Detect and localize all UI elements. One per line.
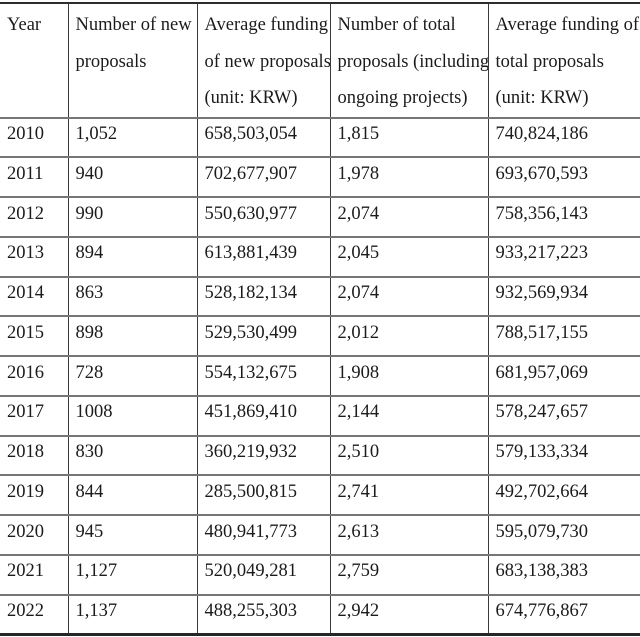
cell-avg-funding-total: 492,702,664 (487, 474, 640, 516)
header-line: of new proposals (204, 51, 330, 72)
cell-year: 2019 (0, 474, 69, 516)
column-header-avg-funding-total: Average funding of total proposals (unit… (487, 3, 640, 119)
column-header-avg-funding-new: Average funding of new proposals (unit: … (196, 3, 331, 119)
cell-total-proposals: 2,074 (329, 275, 489, 318)
cell-year: 2011 (0, 156, 69, 198)
cell-avg-funding-new: 480,941,773 (196, 514, 331, 556)
cell-total-proposals: 2,510 (329, 434, 489, 477)
cell-avg-funding-total: 788,517,155 (487, 315, 640, 357)
cell-year: 2015 (0, 315, 69, 357)
table-row: 2020 945 480,941,773 2,613 595,079,730 (0, 514, 640, 556)
cell-new-proposals: 1008 (67, 394, 198, 437)
cell-avg-funding-new: 360,219,932 (196, 434, 331, 477)
cell-avg-funding-total: 933,217,223 (487, 235, 640, 278)
cell-total-proposals: 2,613 (329, 514, 489, 556)
cell-total-proposals: 2,144 (329, 394, 489, 437)
header-line: ongoing projects) (337, 88, 468, 108)
cell-total-proposals: 2,074 (329, 196, 489, 238)
cell-new-proposals: 1,137 (67, 593, 198, 635)
header-line: (unit: KRW) (495, 88, 589, 108)
table-row: 2018 830 360,219,932 2,510 579,133,334 (0, 434, 640, 477)
cell-total-proposals: 1,908 (329, 355, 489, 397)
cell-avg-funding-new: 488,255,303 (196, 593, 331, 635)
table-row: 2015 898 529,530,499 2,012 788,517,155 (0, 315, 640, 357)
table-row: 2017 1008 451,869,410 2,144 578,247,657 (0, 394, 640, 437)
cell-avg-funding-new: 613,881,439 (196, 235, 331, 278)
cell-avg-funding-new: 658,503,054 (196, 116, 331, 159)
table-row: 2012 990 550,630,977 2,074 758,356,143 (0, 196, 640, 238)
cell-avg-funding-new: 550,630,977 (196, 196, 331, 238)
cell-year: 2014 (0, 275, 69, 318)
cell-new-proposals: 1,127 (67, 553, 198, 596)
cell-avg-funding-total: 681,957,069 (487, 355, 640, 397)
cell-year: 2022 (0, 593, 69, 635)
table-row: 2014 863 528,182,134 2,074 932,569,934 (0, 275, 640, 318)
cell-new-proposals: 863 (67, 275, 198, 318)
table-row: 2013 894 613,881,439 2,045 933,217,223 (0, 235, 640, 278)
header-line: Year (7, 15, 42, 35)
cell-year: 2018 (0, 434, 69, 477)
cell-avg-funding-total: 674,776,867 (487, 593, 640, 635)
header-line: Average funding of (495, 15, 640, 35)
cell-new-proposals: 990 (67, 196, 198, 238)
header-line: Average funding (204, 15, 328, 35)
cell-total-proposals: 2,942 (329, 593, 489, 635)
cell-new-proposals: 1,052 (67, 116, 198, 159)
header-line: total proposals (495, 51, 604, 72)
cell-total-proposals: 1,978 (329, 156, 489, 198)
cell-avg-funding-total: 758,356,143 (487, 196, 640, 238)
cell-avg-funding-new: 702,677,907 (196, 156, 331, 198)
cell-avg-funding-total: 579,133,334 (487, 434, 640, 477)
cell-year: 2013 (0, 235, 69, 278)
cell-total-proposals: 2,759 (329, 553, 489, 596)
column-header-total-proposals: Number of total proposals (including ong… (329, 3, 489, 119)
cell-new-proposals: 940 (67, 156, 198, 198)
cell-avg-funding-total: 683,138,383 (487, 553, 640, 596)
cell-avg-funding-new: 451,869,410 (196, 394, 331, 437)
cell-year: 2010 (0, 116, 69, 159)
cell-avg-funding-total: 595,079,730 (487, 514, 640, 556)
cell-year: 2021 (0, 553, 69, 596)
cell-avg-funding-new: 554,132,675 (196, 355, 331, 397)
cell-avg-funding-new: 529,530,499 (196, 315, 331, 357)
cell-year: 2017 (0, 394, 69, 437)
cell-year: 2012 (0, 196, 69, 238)
cell-avg-funding-total: 932,569,934 (487, 275, 640, 318)
header-line: (unit: KRW) (204, 88, 298, 108)
header-line: Number of total (337, 15, 456, 35)
cell-new-proposals: 844 (67, 474, 198, 516)
header-line: proposals (75, 51, 147, 72)
cell-avg-funding-total: 693,670,593 (487, 156, 640, 198)
cell-year: 2016 (0, 355, 69, 397)
cell-new-proposals: 945 (67, 514, 198, 556)
table-row: 2019 844 285,500,815 2,741 492,702,664 (0, 474, 640, 516)
header-line: proposals (including (337, 51, 488, 72)
cell-new-proposals: 898 (67, 315, 198, 357)
cell-total-proposals: 1,815 (329, 116, 489, 159)
table-row: 2010 1,052 658,503,054 1,815 740,824,186 (0, 116, 640, 159)
cell-avg-funding-total: 578,247,657 (487, 394, 640, 437)
cell-avg-funding-total: 740,824,186 (487, 116, 640, 159)
cell-total-proposals: 2,741 (329, 474, 489, 516)
header-line: Number of new (75, 15, 192, 35)
cell-year: 2020 (0, 514, 69, 556)
column-header-new-proposals: Number of new proposals (67, 3, 198, 119)
cell-new-proposals: 894 (67, 235, 198, 278)
cell-total-proposals: 2,012 (329, 315, 489, 357)
table-row: 2016 728 554,132,675 1,908 681,957,069 (0, 355, 640, 397)
header-row: Year Number of new proposals Average fun… (0, 3, 640, 119)
cell-avg-funding-new: 520,049,281 (196, 553, 331, 596)
table-row: 2021 1,127 520,049,281 2,759 683,138,383 (0, 553, 640, 596)
cell-total-proposals: 2,045 (329, 235, 489, 278)
cell-avg-funding-new: 285,500,815 (196, 474, 331, 516)
table-row: 2022 1,137 488,255,303 2,942 674,776,867 (0, 593, 640, 635)
cell-new-proposals: 728 (67, 355, 198, 397)
cell-avg-funding-new: 528,182,134 (196, 275, 331, 318)
column-header-year: Year (0, 3, 69, 119)
cell-new-proposals: 830 (67, 434, 198, 477)
table-row: 2011 940 702,677,907 1,978 693,670,593 (0, 156, 640, 198)
